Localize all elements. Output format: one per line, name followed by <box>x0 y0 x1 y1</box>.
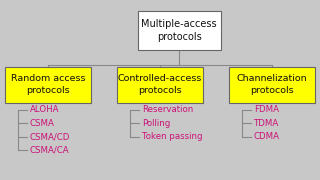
Text: Token passing: Token passing <box>142 132 202 141</box>
Text: Controlled-access
protocols: Controlled-access protocols <box>118 74 202 95</box>
FancyBboxPatch shape <box>117 67 203 103</box>
FancyBboxPatch shape <box>5 67 91 103</box>
Text: FDMA: FDMA <box>254 105 279 114</box>
Text: TDMA: TDMA <box>254 119 279 128</box>
Text: Reservation: Reservation <box>142 105 193 114</box>
Text: Multiple-access
protocols: Multiple-access protocols <box>141 19 217 42</box>
Text: CSMA/CD: CSMA/CD <box>30 132 70 141</box>
Text: Random access
protocols: Random access protocols <box>11 74 85 95</box>
FancyBboxPatch shape <box>138 11 221 50</box>
Text: CDMA: CDMA <box>254 132 280 141</box>
Text: Polling: Polling <box>142 119 170 128</box>
Text: ALOHA: ALOHA <box>30 105 59 114</box>
Text: CSMA: CSMA <box>30 119 55 128</box>
Text: Channelization
protocols: Channelization protocols <box>237 74 307 95</box>
Text: CSMA/CA: CSMA/CA <box>30 146 69 155</box>
FancyBboxPatch shape <box>229 67 315 103</box>
